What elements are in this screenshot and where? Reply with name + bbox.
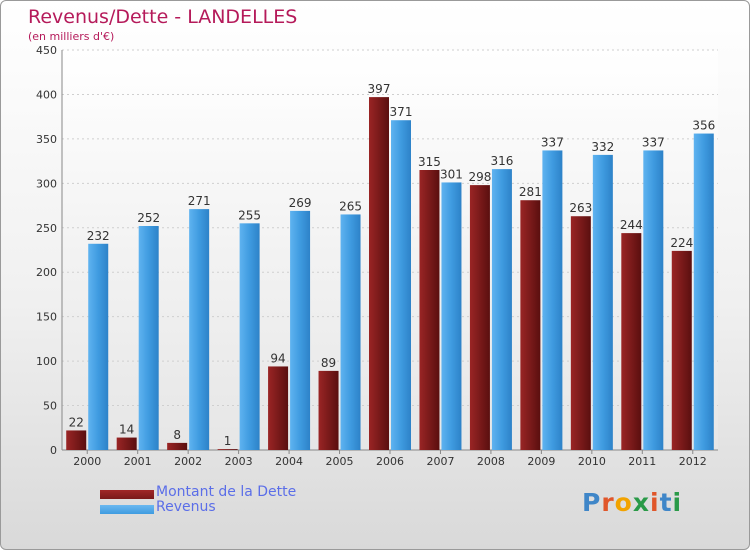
- y-tick-label: 150: [36, 311, 57, 324]
- logo-letter: i: [650, 488, 660, 517]
- data-label-dette: 22: [69, 415, 84, 429]
- data-label-dette: 281: [519, 185, 542, 199]
- data-label-revenus: 371: [390, 105, 413, 119]
- bar-dette: [66, 430, 87, 450]
- bar-revenus: [643, 150, 664, 450]
- data-label-revenus: 301: [440, 167, 463, 181]
- logo-letter: P: [582, 488, 602, 517]
- y-tick-label: 200: [36, 266, 57, 279]
- x-tick-label: 2005: [326, 455, 354, 468]
- data-label-revenus: 332: [591, 140, 614, 154]
- chart-title: Revenus/Dette - LANDELLES: [28, 6, 298, 28]
- legend-label-dette: Montant de la Dette: [156, 484, 297, 500]
- legend-label-revenus: Revenus: [156, 499, 216, 515]
- bar-dette: [369, 97, 389, 450]
- x-tick-label: 2007: [426, 455, 454, 468]
- data-label-revenus: 316: [490, 154, 513, 168]
- data-label-revenus: 356: [692, 119, 715, 133]
- x-tick-label: 2004: [275, 455, 303, 468]
- data-label-revenus: 265: [339, 199, 362, 213]
- x-tick-label: 2008: [477, 455, 505, 468]
- data-label-dette: 89: [321, 356, 336, 370]
- data-label-revenus: 232: [87, 229, 110, 243]
- data-label-dette: 1: [224, 434, 232, 448]
- data-label-revenus: 337: [541, 135, 564, 149]
- bar-revenus: [491, 169, 512, 450]
- logo-letter: t: [659, 488, 673, 517]
- bar-revenus: [290, 210, 311, 450]
- data-label-revenus: 271: [188, 194, 211, 208]
- y-tick-label: 350: [36, 133, 57, 146]
- data-label-dette: 8: [173, 428, 181, 442]
- x-tick-label: 2006: [376, 455, 404, 468]
- data-label-dette: 397: [368, 82, 391, 96]
- data-label-dette: 224: [670, 236, 693, 250]
- bar-dette: [116, 437, 137, 450]
- legend-swatch-dette: [100, 490, 154, 499]
- legend-swatch-revenus: [100, 505, 154, 514]
- x-tick-label: 2000: [73, 455, 101, 468]
- data-label-dette: 315: [418, 155, 441, 169]
- logo-letter: x: [632, 488, 650, 517]
- logo-letter: i: [672, 488, 683, 517]
- data-label-revenus: 255: [238, 208, 261, 222]
- bar-revenus: [391, 120, 411, 450]
- bar-dette: [621, 233, 642, 450]
- data-label-dette: 244: [620, 218, 643, 232]
- x-tick-label: 2009: [527, 455, 555, 468]
- bar-revenus: [441, 182, 462, 450]
- bar-revenus: [592, 154, 613, 450]
- bar-dette: [167, 442, 188, 450]
- y-tick-label: 300: [36, 177, 57, 190]
- bar-dette: [217, 449, 238, 450]
- bar-dette: [268, 366, 289, 450]
- data-label-dette: 298: [468, 170, 491, 184]
- proxiti-logo: Proxiti: [582, 488, 682, 517]
- y-tick-label: 250: [36, 222, 57, 235]
- data-label-dette: 263: [569, 201, 592, 215]
- bar-dette: [318, 370, 339, 450]
- chart-subtitle: (en milliers d'€): [28, 30, 115, 43]
- bar-revenus: [189, 209, 210, 450]
- data-label-revenus: 269: [289, 196, 312, 210]
- y-tick-label: 50: [43, 400, 57, 413]
- x-tick-label: 2011: [628, 455, 656, 468]
- bar-dette: [419, 170, 440, 450]
- x-tick-label: 2010: [578, 455, 606, 468]
- bar-dette: [469, 185, 490, 450]
- bar-revenus: [239, 223, 260, 450]
- bar-revenus: [542, 150, 563, 450]
- bar-revenus: [693, 133, 714, 451]
- bar-revenus: [88, 243, 109, 450]
- bar-dette: [570, 216, 591, 450]
- bar-revenus: [138, 226, 159, 450]
- logo-letter: o: [614, 488, 633, 517]
- data-label-dette: 94: [270, 351, 285, 365]
- x-tick-label: 2001: [124, 455, 152, 468]
- x-tick-label: 2002: [174, 455, 202, 468]
- x-tick-label: 2012: [679, 455, 707, 468]
- bar-dette: [520, 200, 541, 450]
- y-tick-label: 0: [50, 444, 57, 457]
- bar-revenus: [340, 214, 361, 450]
- data-label-revenus: 252: [137, 211, 160, 225]
- x-tick-label: 2003: [225, 455, 253, 468]
- logo-letter: r: [601, 488, 615, 517]
- y-tick-label: 100: [36, 355, 57, 368]
- y-tick-label: 450: [36, 44, 57, 57]
- y-tick-label: 400: [36, 88, 57, 101]
- data-label-revenus: 337: [642, 135, 665, 149]
- bar-dette: [671, 250, 692, 450]
- data-label-dette: 14: [119, 423, 134, 437]
